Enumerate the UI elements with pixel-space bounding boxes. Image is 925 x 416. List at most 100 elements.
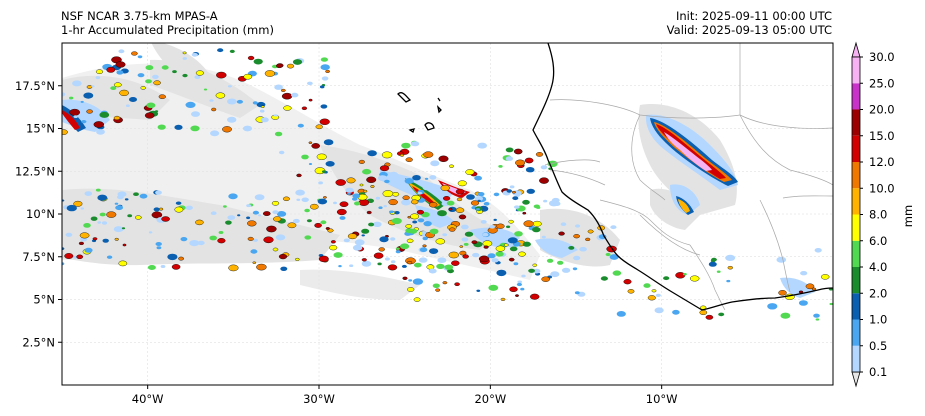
precip-cell bbox=[683, 273, 687, 276]
precip-cell bbox=[605, 252, 611, 257]
longitude-axis: 40°W 30°W 20°W 10°W bbox=[132, 385, 678, 406]
precip-cell bbox=[335, 179, 346, 186]
precip-cell bbox=[493, 192, 500, 197]
precip-cell bbox=[526, 188, 535, 194]
precip-cell bbox=[496, 269, 507, 277]
y-tick-label: 10°N bbox=[26, 207, 55, 221]
colorbar-tick-label: 20.0 bbox=[869, 103, 895, 117]
precip-cell bbox=[333, 252, 343, 258]
colorbar-segment bbox=[852, 345, 860, 372]
precip-cell bbox=[301, 106, 308, 111]
precip-cell bbox=[447, 268, 454, 274]
country-borders bbox=[544, 43, 833, 311]
precip-cell bbox=[767, 303, 778, 310]
precip-cell bbox=[377, 262, 382, 266]
x-tick-label: 20°W bbox=[474, 392, 506, 406]
precip-cell bbox=[358, 199, 370, 206]
precip-cell bbox=[412, 220, 418, 224]
init-time: Init: 2025-09-11 00:00 UTC bbox=[676, 9, 832, 23]
precip-cell bbox=[521, 274, 526, 278]
precip-cell bbox=[405, 157, 413, 162]
precip-cell bbox=[254, 194, 265, 201]
precip-cell bbox=[509, 185, 515, 189]
precip-cell bbox=[438, 155, 449, 163]
precip-cell bbox=[381, 151, 393, 159]
precip-cell bbox=[216, 71, 227, 79]
precip-cell bbox=[414, 262, 422, 268]
precip-cell bbox=[263, 236, 274, 244]
precip-cell bbox=[718, 312, 725, 317]
precip-cell bbox=[465, 169, 475, 176]
precip-cell bbox=[435, 288, 441, 292]
x-tick-label: 10°W bbox=[646, 392, 678, 406]
precip-cell bbox=[76, 254, 84, 259]
precip-cell bbox=[153, 80, 161, 86]
precip-cell bbox=[407, 287, 415, 292]
precip-cell bbox=[318, 255, 329, 263]
colorbar-tick-label: 30.0 bbox=[869, 50, 895, 64]
precip-cell bbox=[455, 207, 465, 213]
colorbar-segment bbox=[852, 57, 860, 84]
precip-cell bbox=[301, 154, 309, 160]
precip-cell bbox=[401, 199, 411, 206]
precip-cell bbox=[423, 221, 432, 227]
precip-cell bbox=[367, 150, 377, 157]
precip-cell bbox=[471, 240, 478, 245]
precip-cell bbox=[651, 289, 657, 293]
precip-cell bbox=[429, 202, 438, 208]
precip-cell bbox=[228, 193, 238, 200]
precip-cell bbox=[483, 245, 489, 249]
precip-cell bbox=[137, 55, 143, 59]
precip-cell bbox=[122, 243, 127, 247]
precip-cell bbox=[282, 196, 290, 202]
precip-cell bbox=[511, 190, 516, 194]
precip-cell bbox=[616, 311, 626, 317]
precip-cell bbox=[114, 237, 119, 241]
precip-cell bbox=[160, 265, 166, 268]
precip-cell bbox=[487, 253, 496, 259]
precip-cell bbox=[222, 126, 232, 133]
colorbar-label: mm bbox=[901, 205, 915, 227]
precip-cell bbox=[495, 251, 504, 257]
precip-cell bbox=[247, 236, 254, 241]
precip-cell bbox=[366, 210, 372, 215]
precip-cell bbox=[90, 216, 98, 221]
precip-cell bbox=[587, 229, 594, 234]
precip-cell bbox=[69, 96, 74, 100]
precip-cell bbox=[62, 92, 66, 97]
precip-cell bbox=[339, 216, 346, 220]
precip-cell bbox=[197, 240, 205, 246]
precip-cell bbox=[273, 114, 278, 117]
precip-cell bbox=[373, 221, 382, 227]
precip-cell bbox=[726, 279, 731, 283]
precip-cell bbox=[325, 227, 330, 230]
precip-cell bbox=[395, 250, 401, 254]
precip-cell bbox=[416, 209, 425, 215]
precip-cell bbox=[115, 61, 126, 68]
precip-cell bbox=[210, 130, 220, 137]
precip-cell bbox=[708, 261, 717, 267]
precip-cell bbox=[330, 240, 336, 244]
precip-cell bbox=[474, 175, 482, 181]
precip-cell bbox=[575, 224, 581, 228]
precip-cell bbox=[295, 257, 300, 261]
precip-cell bbox=[429, 248, 439, 255]
precip-cell bbox=[215, 92, 226, 99]
precip-cell bbox=[247, 55, 255, 61]
precip-cell bbox=[561, 267, 571, 273]
precip-cell bbox=[227, 215, 236, 221]
precip-cell bbox=[322, 170, 327, 173]
precip-cell bbox=[73, 115, 78, 118]
precip-cell bbox=[429, 175, 437, 180]
precip-cell bbox=[780, 312, 791, 319]
heavy-precip-cores bbox=[62, 105, 738, 215]
precip-cell bbox=[175, 201, 182, 205]
precip-cell bbox=[286, 63, 295, 69]
precip-cell bbox=[417, 191, 422, 195]
precip-cell bbox=[366, 176, 377, 184]
precip-cell bbox=[446, 200, 455, 206]
precip-cell bbox=[99, 111, 110, 118]
precip-cell bbox=[129, 97, 137, 102]
colorbar-tick-label: 25.0 bbox=[869, 76, 895, 90]
precip-cell bbox=[509, 286, 518, 292]
